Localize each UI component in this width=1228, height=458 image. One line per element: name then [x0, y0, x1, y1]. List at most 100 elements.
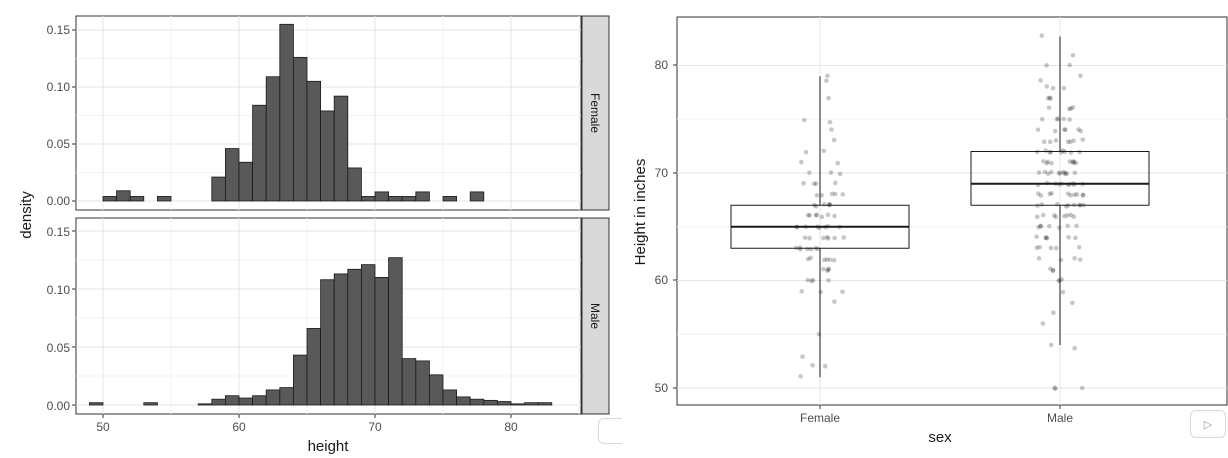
jitter-point	[1070, 160, 1076, 166]
histogram-bar	[442, 389, 457, 406]
jitter-point	[1072, 159, 1077, 164]
boxplot-y-ticks: 50 60 70 80	[655, 58, 677, 395]
jitter-point	[1079, 385, 1085, 391]
histogram-bar	[524, 402, 539, 406]
jitter-point	[1068, 106, 1074, 111]
jitter-point	[1038, 223, 1043, 229]
jitter-point	[1052, 385, 1057, 391]
jitter-point	[801, 117, 807, 123]
jitter-point	[1064, 170, 1069, 176]
jitter-point	[1045, 96, 1051, 101]
x-tick-label-female: Female	[800, 411, 840, 425]
jitter-point	[821, 266, 826, 272]
jitter-point	[835, 160, 841, 166]
jitter-point	[1077, 257, 1083, 262]
x-tick-label: 70	[368, 420, 382, 434]
jitter-point	[1078, 73, 1083, 79]
jitter-point	[1057, 171, 1063, 176]
jitter-point	[1034, 234, 1039, 239]
jitter-point	[1056, 225, 1062, 231]
jitter-point	[1051, 213, 1057, 218]
jitter-point	[1070, 52, 1076, 58]
y-tick-label: 0.10	[47, 80, 71, 94]
jitter-point	[1036, 170, 1042, 175]
jitter-point	[1080, 192, 1086, 198]
x-tick-label: 50	[96, 420, 110, 434]
jitter-point	[805, 256, 811, 262]
histogram-bar	[116, 190, 131, 202]
jitter-point	[1048, 245, 1054, 251]
jitter-point	[1039, 202, 1045, 207]
histogram-bar	[347, 167, 362, 202]
jitter-point	[1068, 150, 1074, 155]
histogram-bar	[89, 402, 104, 406]
jitter-point	[1046, 105, 1052, 110]
histogram-bar	[292, 354, 308, 406]
jitter-point	[827, 257, 833, 263]
jitter-point	[801, 181, 806, 186]
jitter-point	[1049, 160, 1054, 166]
histogram-bar	[360, 196, 376, 202]
histogram-bar	[415, 191, 430, 202]
jitter-point	[840, 192, 846, 197]
jitter-point	[813, 181, 819, 186]
jitter-point	[840, 289, 845, 295]
jitter-point	[1045, 159, 1051, 165]
jitter-point	[832, 235, 837, 241]
next-slide-button[interactable]: ▷	[1190, 410, 1226, 438]
histogram-bar	[252, 104, 267, 202]
panel-female-y-ticks: 0.00 0.05 0.10 0.15	[47, 23, 71, 208]
jitter-point	[822, 257, 827, 263]
jitter-point	[1050, 267, 1056, 273]
jitter-point	[813, 204, 819, 209]
jitter-point	[1054, 245, 1059, 251]
jitter-point	[824, 257, 830, 262]
jitter-point	[1047, 139, 1053, 145]
histogram-bar	[143, 402, 158, 406]
jitter-point	[807, 170, 812, 175]
boxplot-boxes	[730, 36, 1150, 378]
y-tick-label: 50	[655, 381, 669, 395]
jitter-point	[818, 289, 824, 295]
histogram-bar	[224, 395, 240, 406]
histogram-bar	[238, 161, 253, 202]
jitter-point	[833, 180, 838, 186]
histogram-bar	[129, 196, 145, 202]
x-tick-label: 60	[232, 420, 246, 434]
jitter-point	[1038, 223, 1044, 229]
jitter-point	[1061, 85, 1067, 91]
histogram-bar	[469, 398, 485, 406]
jitter-point	[1062, 213, 1067, 219]
jitter-point	[1070, 300, 1075, 306]
jitter-point	[1052, 128, 1058, 134]
jitter-point	[1041, 158, 1046, 164]
jitter-point	[1049, 191, 1054, 196]
jitter-point	[1048, 266, 1053, 272]
jitter-point	[1048, 96, 1053, 101]
jitter-point	[1068, 212, 1074, 218]
histogram-bar	[333, 95, 349, 202]
jitter-point	[1071, 138, 1076, 143]
histogram-bar	[347, 268, 362, 406]
jitter-point	[819, 193, 825, 198]
jitter-point	[1037, 244, 1043, 250]
histogram-bar	[442, 196, 457, 202]
jitter-point	[1035, 127, 1041, 133]
jitter-point	[1076, 127, 1081, 132]
jitter-point	[1067, 106, 1072, 112]
previous-slide-button[interactable]	[598, 418, 622, 444]
jitter-point	[1065, 191, 1071, 196]
jitter-point	[1067, 117, 1072, 122]
jitter-point	[809, 278, 814, 284]
jitter-point	[1041, 139, 1047, 145]
jitter-point	[1038, 78, 1043, 83]
jitter-point	[826, 278, 831, 283]
jitter-point	[1044, 63, 1049, 68]
histogram-bar	[265, 76, 281, 202]
jitter-point	[1047, 95, 1053, 101]
histogram-bar	[320, 110, 335, 202]
jitter-point	[822, 363, 828, 369]
jitter-point	[805, 212, 811, 218]
jitter-point	[798, 374, 803, 379]
